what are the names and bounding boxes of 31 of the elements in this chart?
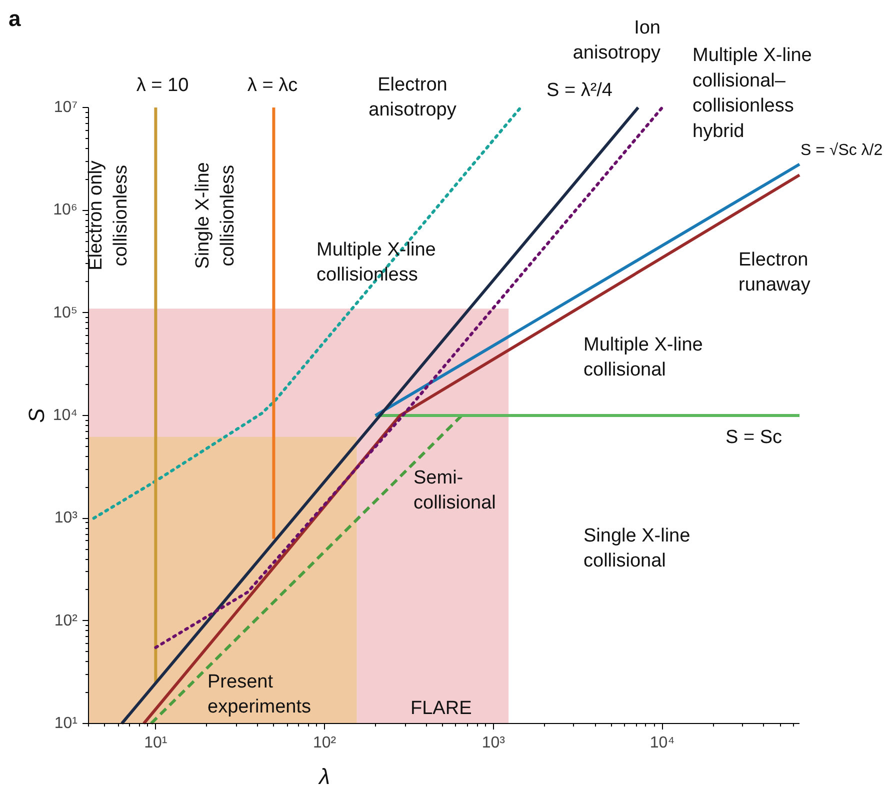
annotation: Electron runaway — [738, 249, 811, 296]
y-tick-label: 10⁵ — [53, 304, 78, 322]
text: λ = 10 — [136, 75, 189, 96]
y-axis-title: S — [24, 408, 49, 423]
x-tick-label: 10³ — [482, 734, 506, 752]
y-tick-label: 10⁶ — [53, 202, 78, 219]
y-tick-label: 10⁷ — [54, 99, 78, 116]
annotation: Present experiments — [208, 671, 311, 718]
x-tick-label: 10⁴ — [650, 734, 675, 752]
text: S = λ²/4 — [546, 80, 613, 101]
annotation: Electron only collisionless — [85, 160, 132, 270]
text: S = √Sc λ/2 — [800, 142, 883, 159]
annotation: Single X-line collisionless — [192, 162, 239, 269]
y-tick-label: 10² — [54, 612, 78, 630]
annotation: FLARE — [410, 698, 472, 719]
annotation: Multiple X-line collisionless — [316, 239, 436, 286]
y-tick-label: 10³ — [54, 510, 78, 527]
x-axis-title: λ — [318, 764, 330, 789]
chart-title: a — [8, 6, 22, 31]
y-tick-label: 10¹ — [54, 715, 78, 732]
text: Ion anisotropy — [572, 17, 661, 64]
annotation: Multiple X-line collisional — [584, 334, 703, 381]
x-tick-label: 10¹ — [144, 734, 168, 752]
annotation: Multiple X-line collisional– collisionless hybrid — [692, 45, 812, 142]
annotation: Semi- collisional — [414, 467, 496, 514]
text: λ = λc — [247, 75, 298, 96]
annotation: Single X-line collisional — [584, 525, 690, 572]
annotation: S = Sc — [726, 427, 782, 448]
x-tick-label: 10² — [312, 734, 337, 752]
annotation: Electron anisotropy — [368, 74, 457, 121]
y-tick-label: 10⁴ — [52, 407, 78, 424]
